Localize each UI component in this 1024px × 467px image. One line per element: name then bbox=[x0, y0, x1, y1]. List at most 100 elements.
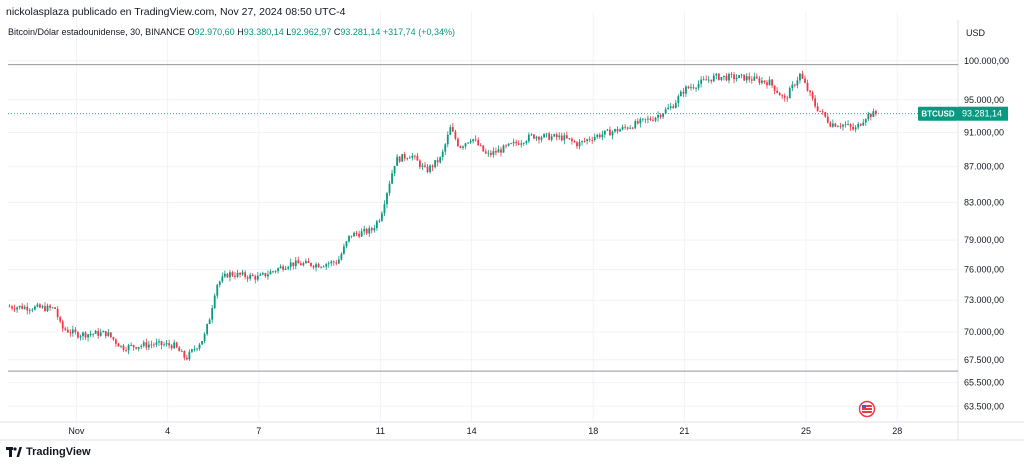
candle-body bbox=[431, 165, 434, 168]
time-tick-label: Nov bbox=[68, 426, 85, 436]
candle-body bbox=[218, 281, 221, 285]
candle-body bbox=[679, 91, 682, 97]
candle-body bbox=[834, 123, 837, 127]
candle-body bbox=[335, 262, 338, 264]
candle-body bbox=[477, 139, 480, 146]
brand-label: TradingView bbox=[26, 446, 91, 458]
candle-body bbox=[543, 133, 545, 138]
candle-body bbox=[796, 80, 799, 86]
candle-body bbox=[216, 284, 219, 296]
candle-body bbox=[89, 334, 92, 335]
last-price-tag-background bbox=[958, 106, 1008, 121]
candle-body bbox=[791, 84, 794, 89]
candle-body bbox=[758, 78, 761, 83]
candle-body bbox=[386, 193, 388, 205]
candle-body bbox=[297, 260, 300, 264]
currency-selector[interactable]: USD bbox=[966, 28, 986, 38]
candle-body bbox=[381, 213, 383, 221]
candle-body bbox=[667, 107, 670, 110]
open-label: O bbox=[187, 27, 195, 37]
price-tick-label: 79.000,00 bbox=[964, 235, 1004, 245]
candle-body bbox=[811, 92, 814, 99]
candle-body bbox=[748, 76, 751, 80]
candle-body bbox=[358, 233, 361, 237]
candle-body bbox=[459, 146, 462, 148]
candle-body bbox=[137, 347, 140, 349]
time-axis[interactable]: Nov 4 7 11 14 18 21 25 28 bbox=[68, 426, 902, 436]
candle-body bbox=[363, 228, 366, 232]
candle-body bbox=[664, 109, 667, 114]
candle-body bbox=[601, 134, 604, 138]
candle-body bbox=[806, 82, 809, 91]
candle-body bbox=[487, 152, 490, 154]
candle-body bbox=[614, 128, 616, 132]
candle-body bbox=[484, 151, 487, 154]
price-tick-label: 100.000,00 bbox=[964, 56, 1009, 66]
candle-body bbox=[626, 127, 629, 129]
candle-body bbox=[59, 317, 62, 322]
candle-body bbox=[682, 91, 685, 94]
candle-body bbox=[145, 342, 148, 348]
candle-body bbox=[254, 276, 257, 280]
time-tick-label: 7 bbox=[256, 426, 261, 436]
candle-body bbox=[406, 158, 409, 160]
candle-body bbox=[641, 118, 644, 120]
candle-body bbox=[44, 306, 46, 311]
candle-body bbox=[289, 262, 292, 267]
candle-body bbox=[687, 86, 690, 89]
candle-body bbox=[79, 336, 82, 338]
candle-body bbox=[768, 79, 771, 86]
candle-body bbox=[117, 343, 120, 347]
price-tick-label: 87.000,00 bbox=[964, 162, 1004, 172]
candle-body bbox=[867, 113, 870, 120]
candle-body bbox=[545, 133, 548, 135]
candle-body bbox=[23, 306, 26, 309]
candle-body bbox=[135, 347, 138, 349]
candle-body bbox=[837, 126, 839, 128]
candle-body bbox=[41, 306, 44, 308]
candle-body bbox=[621, 126, 624, 130]
candle-body bbox=[211, 307, 214, 320]
candle-body bbox=[624, 126, 627, 128]
candle-body bbox=[180, 351, 183, 352]
symbol-description[interactable]: Bitcoin/Dólar estadounidense, 30, BINANC… bbox=[8, 27, 186, 37]
tradingview-logo[interactable]: TradingView bbox=[6, 446, 91, 458]
candle-body bbox=[87, 334, 89, 338]
candle-body bbox=[165, 343, 168, 345]
time-tick-label: 14 bbox=[467, 426, 477, 436]
candle-body bbox=[839, 126, 842, 128]
candle-body bbox=[299, 263, 302, 266]
candle-body bbox=[31, 309, 34, 311]
candle-body bbox=[256, 275, 259, 280]
candle-body bbox=[603, 130, 606, 135]
candle-body bbox=[753, 76, 756, 81]
candle-body bbox=[728, 74, 730, 81]
candle-body bbox=[451, 127, 454, 132]
candle-body bbox=[821, 111, 824, 113]
candle-body bbox=[340, 253, 343, 260]
candle-body bbox=[816, 106, 819, 111]
candle-body bbox=[18, 305, 21, 308]
candle-body bbox=[317, 264, 320, 268]
candle-body bbox=[142, 342, 145, 346]
candle-body bbox=[502, 145, 505, 153]
price-axis[interactable]: 100.000,00 95.000,00 91.000,00 87.000,00 83.… bbox=[964, 56, 1009, 411]
candle-body bbox=[690, 87, 692, 89]
candle-body bbox=[677, 96, 680, 103]
candle-body bbox=[685, 86, 687, 94]
candle-body bbox=[13, 308, 16, 310]
candle-body bbox=[783, 95, 786, 98]
candle-body bbox=[763, 80, 766, 83]
candle-body bbox=[36, 304, 39, 307]
candle-body bbox=[99, 332, 102, 336]
candle-body bbox=[353, 232, 355, 237]
candle-body bbox=[130, 345, 133, 346]
candle-body bbox=[231, 272, 234, 276]
candle-body bbox=[444, 144, 447, 152]
candle-body bbox=[457, 138, 459, 147]
candle-body bbox=[11, 306, 13, 309]
candle-body bbox=[869, 113, 872, 118]
candle-body bbox=[408, 157, 411, 159]
candle-body bbox=[348, 235, 350, 242]
candle-body bbox=[788, 88, 791, 99]
